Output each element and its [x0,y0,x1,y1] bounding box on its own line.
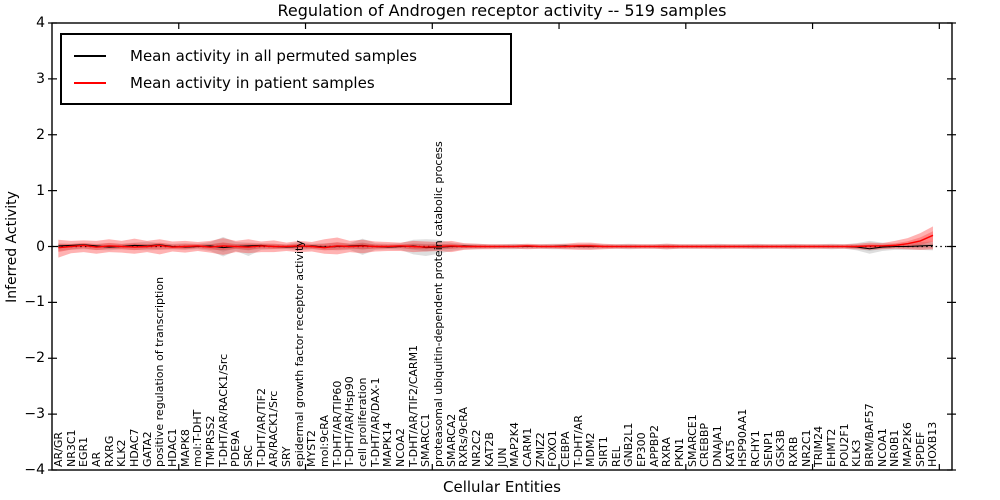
y-tick-label: −1 [24,294,45,311]
x-tick-label: HSP90AA1 [736,408,750,467]
x-tick-label: NCOA2 [394,428,408,467]
x-tick-label: RXRB [787,436,801,467]
x-tick-label: DNAJA1 [710,425,724,467]
x-tick-label: KLK3 [850,439,864,467]
x-tick-label: NR0B1 [888,429,902,467]
x-tick-label: NR3C1 [64,429,78,467]
x-tick-label: EHMT2 [825,428,839,467]
x-tick-label: mol:T-DHT [191,409,205,467]
x-axis-label: Cellular Entities [443,478,561,496]
y-tick-label: −4 [24,462,45,478]
x-tick-label: PDE9A [229,430,243,467]
x-tick-label: AR/GR [51,431,65,467]
x-tick-label: T-DHT/AR/DAX-1 [368,377,382,467]
x-tick-label: T-DHT/AR/TIF2/CARM1 [406,344,420,467]
x-tick-label: SRY [280,446,293,467]
x-tick-label: SIRT1 [596,436,610,467]
x-tick-label: GATA2 [140,431,154,467]
x-tick-label: SMARCC1 [419,413,433,467]
y-tick-label: 3 [36,70,45,87]
x-tick-label: T-DHT/AR [571,414,585,467]
x-tick-label: SMARCE1 [685,414,699,467]
x-tick-label: RCHY1 [749,430,763,467]
legend-item-patient: Mean activity in patient samples [74,69,510,96]
x-tick-label: SRC [241,445,255,467]
x-tick-label: GNB2L1 [622,422,636,467]
x-tick-label: TRIM24 [812,425,826,467]
legend-label-patient: Mean activity in patient samples [130,73,375,92]
x-tick-label: REL [609,446,623,467]
legend-line-permuted-icon [74,54,106,57]
x-tick-label: CEBPA [558,431,572,467]
y-tick-label: 4 [36,15,45,31]
x-tick-label: HOXB13 [926,421,940,467]
x-tick-label: MAPK8 [178,429,192,467]
chart-title: Regulation of Androgen receptor activity… [277,1,727,20]
legend-line-patient-icon [74,81,106,84]
y-tick-label: −2 [24,350,45,367]
x-tick-label: HDAC7 [127,428,141,467]
x-tick-label: CARM1 [520,427,534,467]
x-tick-label: JUN [495,447,509,467]
x-tick-label: positive regulation of transcription [153,276,167,467]
y-tick-label: 1 [36,182,45,199]
x-tick-label: KAT2B [482,432,496,467]
legend: Mean activity in all permuted samples Me… [60,33,512,105]
x-tick-label: AR/RACK1/Src [267,390,281,467]
x-tick-label: KLK2 [115,439,129,467]
x-tick-label: mol:9cRA [318,415,332,467]
x-tick-label: MDM2 [584,432,598,467]
x-tick-label: cell proliferation [356,377,370,467]
legend-item-permuted: Mean activity in all permuted samples [74,42,510,69]
x-tick-label: TMPRSS2 [203,415,217,467]
x-tick-label: NR2C2 [470,429,484,467]
x-tick-label: epidermal growth factor receptor activit… [292,240,306,467]
x-tick-label: T-DHT/AR/Hsp90 [343,376,357,467]
x-tick-label: PKN1 [672,437,686,467]
x-tick-label: RXRs/9cRA [457,406,471,467]
x-tick-label: NR2C1 [799,429,813,467]
band-outer-patient [58,226,933,258]
x-tick-label: T-DHT/AR/RACK1/Src [216,353,230,467]
x-tick-label: MAPK14 [381,422,395,467]
x-tick-label: FOXO1 [546,430,560,467]
x-tick-label: NCOA1 [875,428,889,467]
y-tick-label: −3 [24,406,45,423]
legend-label-permuted: Mean activity in all permuted samples [130,46,417,65]
x-tick-label: SPDEF [913,431,927,467]
y-tick-label: 2 [36,126,45,143]
x-tick-label: AR [89,451,103,467]
x-tick-label: T-DHT/AR/TIP60 [330,380,344,467]
x-tick-label: MAP2K4 [508,422,522,467]
x-tick-label: ZMIZ2 [533,432,547,467]
x-tick-label: POU2F1 [837,423,851,467]
x-tick-label: EGR1 [77,436,91,467]
x-tick-label: RXRG [102,435,116,467]
line-patient-mean [58,234,934,249]
x-tick-label: APPBP2 [647,425,661,467]
x-tick-label: GSK3B [774,429,788,467]
x-tick-label: RXRA [660,437,674,467]
x-tick-label: SENP1 [761,431,775,467]
x-tick-label: CREBBP [698,423,712,467]
x-tick-label: T-DHT/AR/TIF2 [254,387,268,467]
x-tick-label: HDAC1 [165,428,179,467]
x-tick-label: proteasomal ubiquitin-dependent protein … [432,141,446,467]
x-tick-label: MYST2 [305,430,319,467]
x-tick-label: MAP2K6 [901,422,915,467]
x-tick-label: SMARCA2 [444,413,458,467]
y-tick-label: 0 [36,238,45,255]
x-tick-label: EP300 [634,432,648,467]
x-tick-label: BRM/BAF57 [863,403,877,467]
x-tick-label: KAT5 [723,439,737,467]
